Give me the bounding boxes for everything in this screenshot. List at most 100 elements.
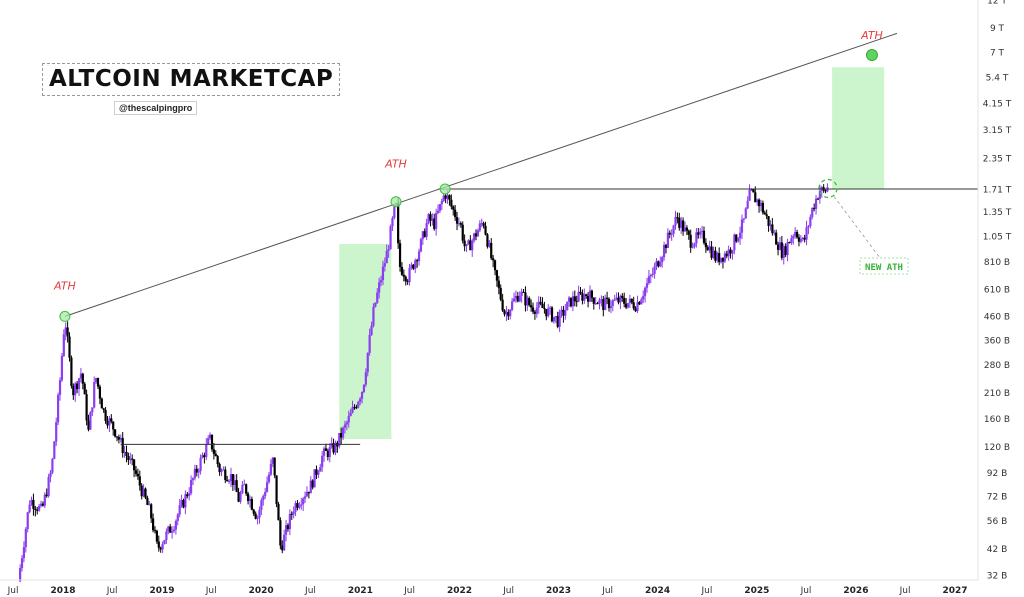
candle-body xyxy=(74,383,77,396)
y-tick-label: 7 T xyxy=(990,49,1005,59)
candle-body xyxy=(96,378,100,387)
candle-body xyxy=(57,394,60,423)
candle-body xyxy=(417,251,421,262)
candle-body xyxy=(250,498,253,510)
candle-body xyxy=(296,503,299,508)
y-tick-label: 160 B xyxy=(984,415,1010,425)
candle-body xyxy=(729,249,732,254)
candle-body xyxy=(406,281,409,283)
candle-body xyxy=(218,464,221,473)
candle-body xyxy=(621,295,624,299)
candle-body xyxy=(246,493,250,501)
candle-body xyxy=(484,225,487,235)
candle-body xyxy=(503,310,506,315)
candle-body xyxy=(541,303,544,308)
candle-body xyxy=(746,200,749,209)
candle-body xyxy=(252,509,255,514)
candle-body xyxy=(129,458,132,461)
candle-body xyxy=(79,373,83,379)
candle-body xyxy=(136,473,139,477)
candle-body xyxy=(706,247,709,251)
candle-body xyxy=(385,250,388,264)
candle-body xyxy=(273,457,276,476)
candle-body xyxy=(556,316,559,327)
candle-body xyxy=(330,443,333,448)
candle-body xyxy=(146,497,149,505)
x-tick-label: Jul xyxy=(7,586,19,596)
new-ath-pointer xyxy=(833,196,881,259)
candle-body xyxy=(714,250,717,261)
y-tick-label: 120 B xyxy=(984,443,1010,453)
candle-body xyxy=(307,491,310,494)
candle-body xyxy=(364,372,367,385)
candle-body xyxy=(142,488,145,497)
candle-body xyxy=(786,242,789,256)
candle-body xyxy=(324,448,328,451)
candle-body xyxy=(379,280,383,283)
candle-body xyxy=(180,500,183,506)
candle-body xyxy=(754,192,757,203)
candle-body xyxy=(216,456,219,465)
x-tick-label: Jul xyxy=(601,586,613,596)
candle-body xyxy=(775,232,778,245)
candle-body xyxy=(288,513,291,530)
candle-body xyxy=(549,307,552,309)
candle-body xyxy=(389,226,392,250)
candle-body xyxy=(197,470,200,473)
candle-body xyxy=(157,541,160,548)
candle-body xyxy=(613,299,616,301)
candle-body xyxy=(22,547,26,559)
candle-body xyxy=(294,503,297,512)
candle-body xyxy=(678,217,681,228)
candle-body xyxy=(341,427,345,438)
candle-body xyxy=(237,491,240,502)
ath-marker xyxy=(390,196,402,208)
candle-body xyxy=(606,297,609,299)
y-tick-label: 460 B xyxy=(984,313,1010,323)
candle-body xyxy=(797,237,801,242)
candle-body xyxy=(467,240,470,245)
chart-title-box: ALTCOIN MARKETCAP xyxy=(42,63,341,96)
candle-body xyxy=(588,290,592,302)
y-tick-label: 12 T xyxy=(987,0,1007,6)
candle-body xyxy=(524,292,527,306)
x-tick-label: Jul xyxy=(403,586,415,596)
candle-body xyxy=(457,223,461,225)
candle-body xyxy=(402,274,405,277)
x-tick-label: Jul xyxy=(899,586,911,596)
x-tick-label: 2020 xyxy=(249,586,274,596)
x-axis: Jul 2018 Jul 2019 Jul 2020 Jul 2021 Jul 2022 Jul 20… xyxy=(0,579,978,596)
candle-body xyxy=(609,305,613,309)
candle-body xyxy=(127,455,130,461)
candle-body xyxy=(144,488,147,498)
candle-body xyxy=(689,234,692,248)
candle-body xyxy=(454,209,457,218)
candle-body xyxy=(813,207,816,209)
candle-body xyxy=(794,231,797,236)
candle-body xyxy=(155,530,158,542)
candle-body xyxy=(34,508,37,510)
candle-body xyxy=(587,296,590,302)
candle-body xyxy=(262,495,265,501)
x-tick-label: Jul xyxy=(701,586,713,596)
x-tick-label: 2025 xyxy=(744,586,769,596)
candle-body xyxy=(617,297,620,303)
y-tick-label: 92 B xyxy=(987,469,1008,479)
y-tick-label: 280 B xyxy=(984,361,1010,371)
candle-body xyxy=(357,401,360,408)
candle-body xyxy=(452,206,455,210)
candle-body xyxy=(226,479,229,482)
candle-body xyxy=(676,217,679,219)
candle-body xyxy=(338,433,341,447)
candle-body xyxy=(254,513,257,519)
x-tick-label: 2018 xyxy=(50,586,75,596)
candle-body xyxy=(115,436,119,438)
candle-body xyxy=(809,216,812,226)
candle-body xyxy=(748,189,751,201)
ath-label: ATH xyxy=(860,29,883,42)
candle-body xyxy=(214,453,217,457)
candle-body xyxy=(220,469,223,473)
candle-body xyxy=(134,470,138,474)
candle-body xyxy=(277,504,280,521)
candle-body xyxy=(332,443,335,453)
